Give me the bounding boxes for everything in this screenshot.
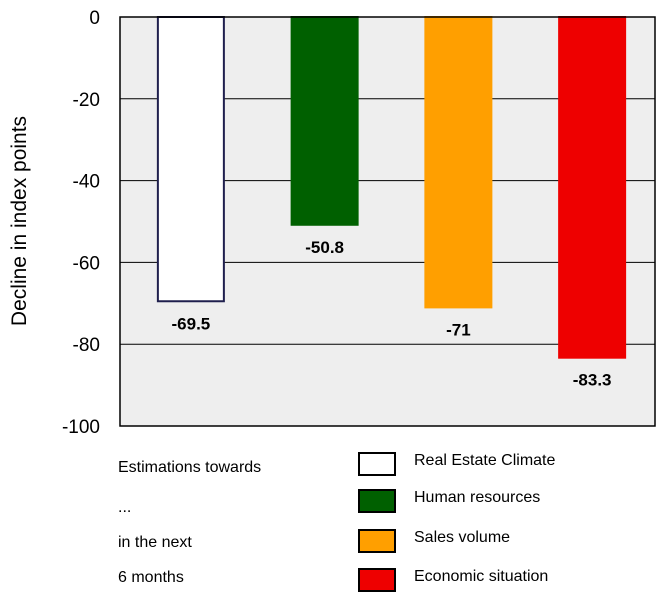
bar-real-estate-climate [156,16,225,303]
note-line-3: in the next [118,534,192,551]
data-labels: -69.5 -50.8 -71 -83.3 [172,238,612,390]
bars [156,16,627,359]
note-line-4: 6 months [118,569,184,586]
legend-item-human-resources: Human resources [358,487,540,515]
bar-human-resources [290,16,359,226]
y-tick-label: -100 [62,417,100,438]
y-tick-label: 0 [89,8,100,29]
legend-swatch [358,452,396,476]
y-axis-label: Decline in index points [8,116,31,326]
legend-label: Real Estate Climate [414,452,556,469]
legend-swatch [358,568,396,592]
legend-item-real-estate-climate: Real Estate Climate [358,450,555,478]
y-tick-label: -20 [73,90,100,111]
note-line-1: Estimations towards [118,459,262,476]
legend-item-economic-situation: Economic situation [358,566,548,594]
data-label: -83.3 [573,371,612,390]
legend-swatch [358,529,396,553]
y-tick-label: -80 [73,335,100,356]
legend-label: Human resources [414,489,541,506]
legend-label: Sales volume [414,529,511,546]
data-label: -50.8 [305,238,344,257]
y-axis-ticks: 0 -20 -40 -60 -80 -100 [62,8,100,438]
plot-frame [119,16,656,427]
data-label: -71 [446,320,471,339]
y-tick-label: -40 [73,172,100,193]
legend-swatch [358,489,396,513]
y-tick-label: -60 [73,253,100,274]
note-line-2: ... [118,499,132,516]
bar-sales-volume [424,16,493,309]
bar-economic-situation [558,16,627,359]
data-label: -69.5 [172,314,211,333]
legend-item-sales-volume: Sales volume [358,527,510,555]
legend-label: Economic situation [414,568,549,585]
